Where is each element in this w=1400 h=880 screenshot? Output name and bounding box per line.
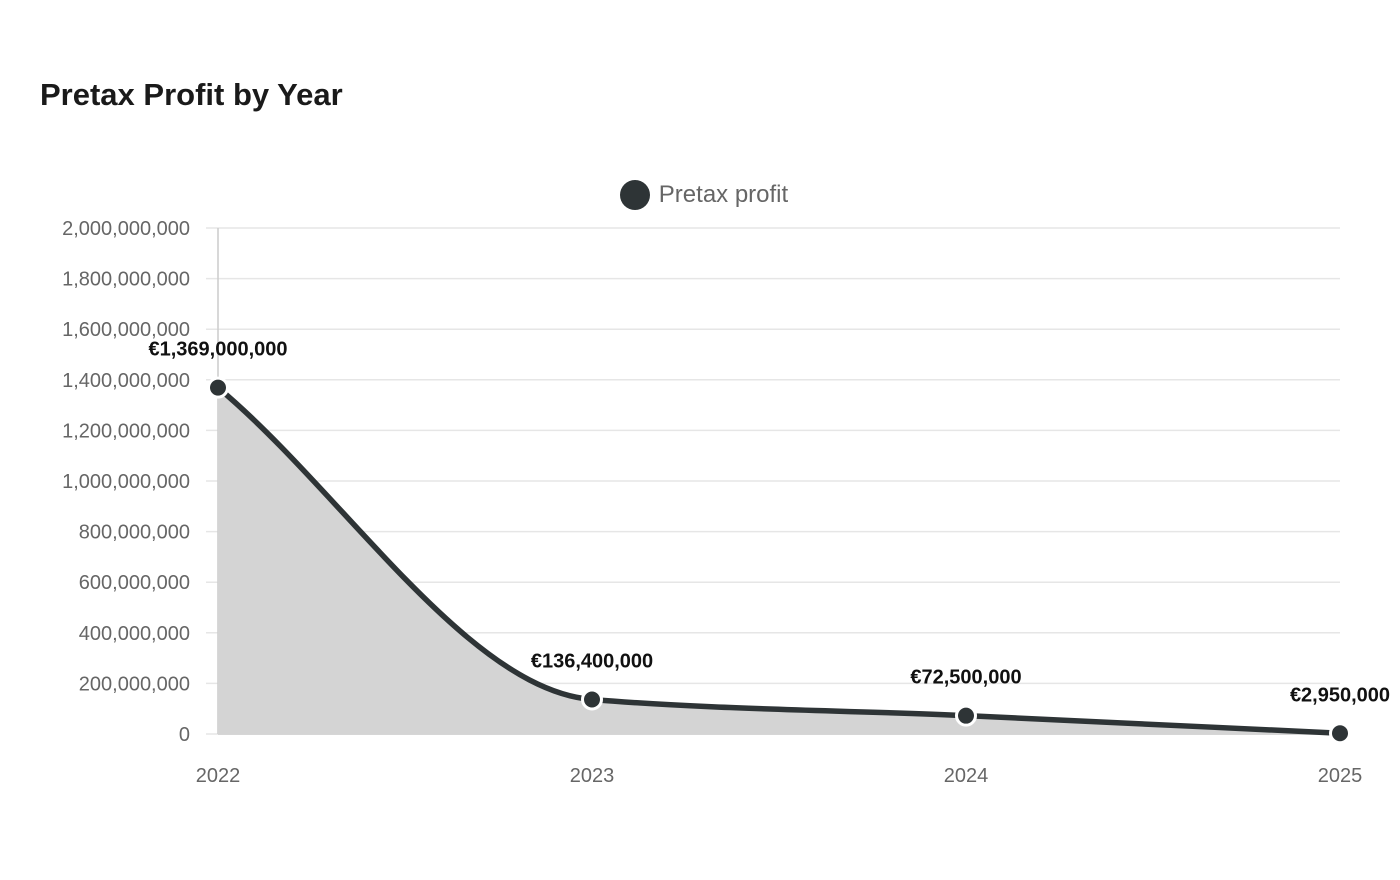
y-axis: 0 200,000,000 400,000,000 600,000,000 800,00… [62,218,219,746]
y-tick-label: 0 [179,724,190,746]
data-labels-layer: €1,369,000,000 €136,400,000 €72,500,000 €2,… [148,339,1390,707]
data-label: €136,400,000 [531,650,653,672]
y-tick-label: 2,000,000,000 [62,218,190,240]
points-layer [207,376,1351,745]
y-tick-label: 600,000,000 [79,572,190,594]
series-line-pretax-profit [215,384,1343,737]
chart-title: Pretax Profit by Year [40,77,343,112]
data-point [207,376,229,399]
x-tick-label: 2025 [1318,765,1363,787]
y-tick-label: 1,200,000,000 [62,420,190,442]
legend-swatch-pretax-profit [619,180,650,210]
data-point [1329,722,1351,745]
legend-label-pretax-profit: Pretax profit [658,181,789,208]
y-tick-label: 200,000,000 [79,673,190,695]
y-tick-label: 1,000,000,000 [62,471,190,493]
y-tick-label: 800,000,000 [79,522,190,544]
x-tick-label: 2022 [196,765,241,787]
y-tick-label: 400,000,000 [79,623,190,645]
y-tick-label: 1,400,000,000 [62,370,190,392]
series-area-pretax-profit [218,387,1340,734]
data-label: €1,369,000,000 [148,339,287,361]
legend[interactable]: Pretax profit [0,180,1400,210]
data-label: €2,950,000 [1290,684,1390,706]
series-layer [215,384,1343,737]
x-axis: 2022 2023 2024 2025 [196,733,1363,787]
data-point [955,704,977,727]
x-tick-label: 2023 [570,765,615,787]
data-point [581,688,603,711]
x-tick-label: 2024 [944,765,989,787]
data-label: €72,500,000 [910,667,1021,689]
y-tick-label: 1,800,000,000 [62,269,190,291]
y-tick-label: 1,600,000,000 [62,319,190,341]
